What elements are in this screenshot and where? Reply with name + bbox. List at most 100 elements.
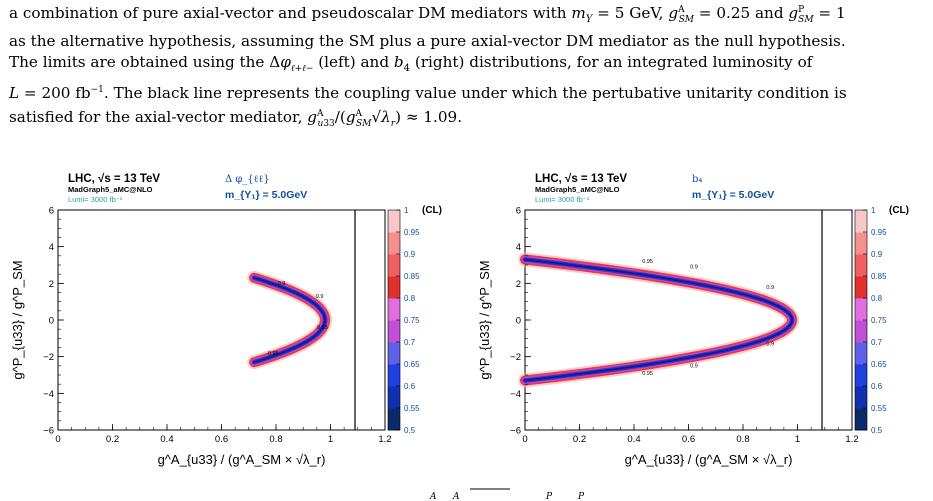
colorbar-band <box>855 276 867 299</box>
contour-label: 0.9 <box>316 294 324 300</box>
header-generator: MadGraph5_aMC@NLO <box>535 185 620 194</box>
svg-text:A: A <box>429 492 437 501</box>
header-lumi: Lumi= 3000 fb⁻¹ <box>68 195 123 204</box>
colorbar-band <box>855 210 867 233</box>
colorbar-band <box>855 232 867 255</box>
colorbar-band <box>855 408 867 431</box>
y-tick-label: 4 <box>49 242 54 253</box>
contour-label: 0.95 <box>317 325 328 331</box>
y-tick-label: −4 <box>510 389 521 400</box>
colorbar-band <box>855 298 867 321</box>
x-tick-label: 0 <box>55 434 60 445</box>
colorbar-band <box>388 364 400 387</box>
y-tick-label: −2 <box>43 352 54 363</box>
header-mass: m_{Y₁} = 5.0GeV <box>692 189 774 201</box>
colorbar-tick-label: 0.65 <box>871 360 887 369</box>
colorbar-tick-label: 0.7 <box>871 338 883 347</box>
colorbar-tick-label: 0.95 <box>871 228 887 237</box>
colorbar-band <box>388 276 400 299</box>
colorbar-tick-label: 0.6 <box>404 382 416 391</box>
colorbar-tick-label: 0.8 <box>871 294 883 303</box>
colorbar-band <box>388 386 400 409</box>
y-tick-label: 4 <box>516 242 521 253</box>
contour-band-layer <box>524 258 794 382</box>
colorbar-tick-label: 0.75 <box>871 316 887 325</box>
contour-label: 0.95 <box>642 259 653 265</box>
plot-frame <box>524 209 853 431</box>
colorbar-tick-label: 0.55 <box>871 404 887 413</box>
colorbar-band <box>388 408 400 431</box>
y-tick-label: −6 <box>43 426 54 437</box>
x-tick-label: 0.2 <box>106 434 119 445</box>
svg-text:P: P <box>545 492 553 501</box>
colorbar-tick-label: 0.65 <box>404 360 420 369</box>
colorbar-band <box>388 232 400 255</box>
header-observable: b₄ <box>692 174 702 185</box>
caption-line-1: a combination of pure axial-vector and p… <box>9 4 846 26</box>
colorbar-band <box>388 254 400 277</box>
colorbar-band <box>388 342 400 365</box>
colorbar-tick-label: 0.5 <box>871 426 883 435</box>
x-tick-label: 1 <box>795 434 800 445</box>
contour-label: 0.95 <box>268 351 279 357</box>
colorbar-band <box>855 386 867 409</box>
colorbar-title: (CL) <box>889 205 909 216</box>
colorbar-band <box>388 298 400 321</box>
contour-label: 0.95 <box>642 371 653 377</box>
x-tick-label: 0.6 <box>682 434 695 445</box>
x-tick-label: 0 <box>522 434 527 445</box>
figure-panels: LHC, √s = 13 TeV MadGraph5_aMC@NLO Lumi= 3… <box>0 155 933 485</box>
caption-line-4: L = 200 fb−1. The black line represents … <box>9 84 847 103</box>
header-experiment: LHC, √s = 13 TeV <box>535 172 627 185</box>
y-tick-label: −4 <box>43 389 54 400</box>
colorbar-band <box>388 320 400 343</box>
colorbar-band <box>855 364 867 387</box>
right-panel-b4: LHC, √s = 13 TeV MadGraph5_aMC@NLO Lumi= 3… <box>467 155 927 485</box>
cut-off-caption-fragment: A A P P <box>0 486 933 501</box>
svg-text:A: A <box>452 492 460 501</box>
y-axis-title: g^P_{u33} / g^P_SM <box>477 260 492 379</box>
colorbar-title: (CL) <box>422 205 442 216</box>
colorbar-tick-label: 1 <box>871 206 876 215</box>
colorbar-tick-label: 0.85 <box>871 272 887 281</box>
x-tick-label: 0.4 <box>160 434 173 445</box>
colorbar-band <box>855 342 867 365</box>
caption-line-2: as the alternative hypothesis, assuming … <box>9 32 846 51</box>
y-tick-label: 2 <box>516 279 521 290</box>
x-tick-label: 0.4 <box>627 434 640 445</box>
colorbar-tick-label: 0.95 <box>404 228 420 237</box>
plot-frame <box>57 209 386 431</box>
y-tick-label: −2 <box>510 352 521 363</box>
colorbar-tick-label: 0.5 <box>404 426 416 435</box>
colorbar-tick-label: 0.75 <box>404 316 420 325</box>
caption-line-5: satisfied for the axial-vector mediator,… <box>9 108 463 130</box>
y-tick-label: 6 <box>49 206 54 217</box>
colorbar-tick-label: 0.6 <box>871 382 883 391</box>
header-lumi: Lumi= 3000 fb⁻¹ <box>535 195 590 204</box>
contour-label: 0.9 <box>278 281 286 287</box>
colorbar-tick-label: 1 <box>404 206 409 215</box>
header-mass: m_{Y₁} = 5.0GeV <box>225 189 307 201</box>
colorbar-tick-label: 0.8 <box>404 294 416 303</box>
colorbar-tick-label: 0.7 <box>404 338 416 347</box>
header-experiment: LHC, √s = 13 TeV <box>68 172 160 185</box>
colorbar-band <box>855 254 867 277</box>
colorbar-band <box>388 210 400 233</box>
figure-caption: a combination of pure axial-vector and p… <box>9 0 929 135</box>
y-tick-label: −6 <box>510 426 521 437</box>
x-tick-label: 0.8 <box>736 434 749 445</box>
y-tick-label: 0 <box>49 316 54 327</box>
contour-label: 0.9 <box>690 265 698 271</box>
colorbar-tick-label: 0.9 <box>404 250 416 259</box>
caption-line-3: The limits are obtained using the Δφℓ+ℓ−… <box>9 53 813 75</box>
y-tick-label: 2 <box>49 279 54 290</box>
left-panel-delta-phi: LHC, √s = 13 TeV MadGraph5_aMC@NLO Lumi= 3… <box>0 155 460 485</box>
contour-label: 0.9 <box>766 285 774 291</box>
x-tick-label: 0.8 <box>269 434 282 445</box>
x-tick-label: 1.2 <box>378 434 391 445</box>
colorbar-tick-label: 0.55 <box>404 404 420 413</box>
contour-label: 0.9 <box>690 364 698 370</box>
colorbar-tick-label: 0.85 <box>404 272 420 281</box>
header-generator: MadGraph5_aMC@NLO <box>68 185 153 194</box>
